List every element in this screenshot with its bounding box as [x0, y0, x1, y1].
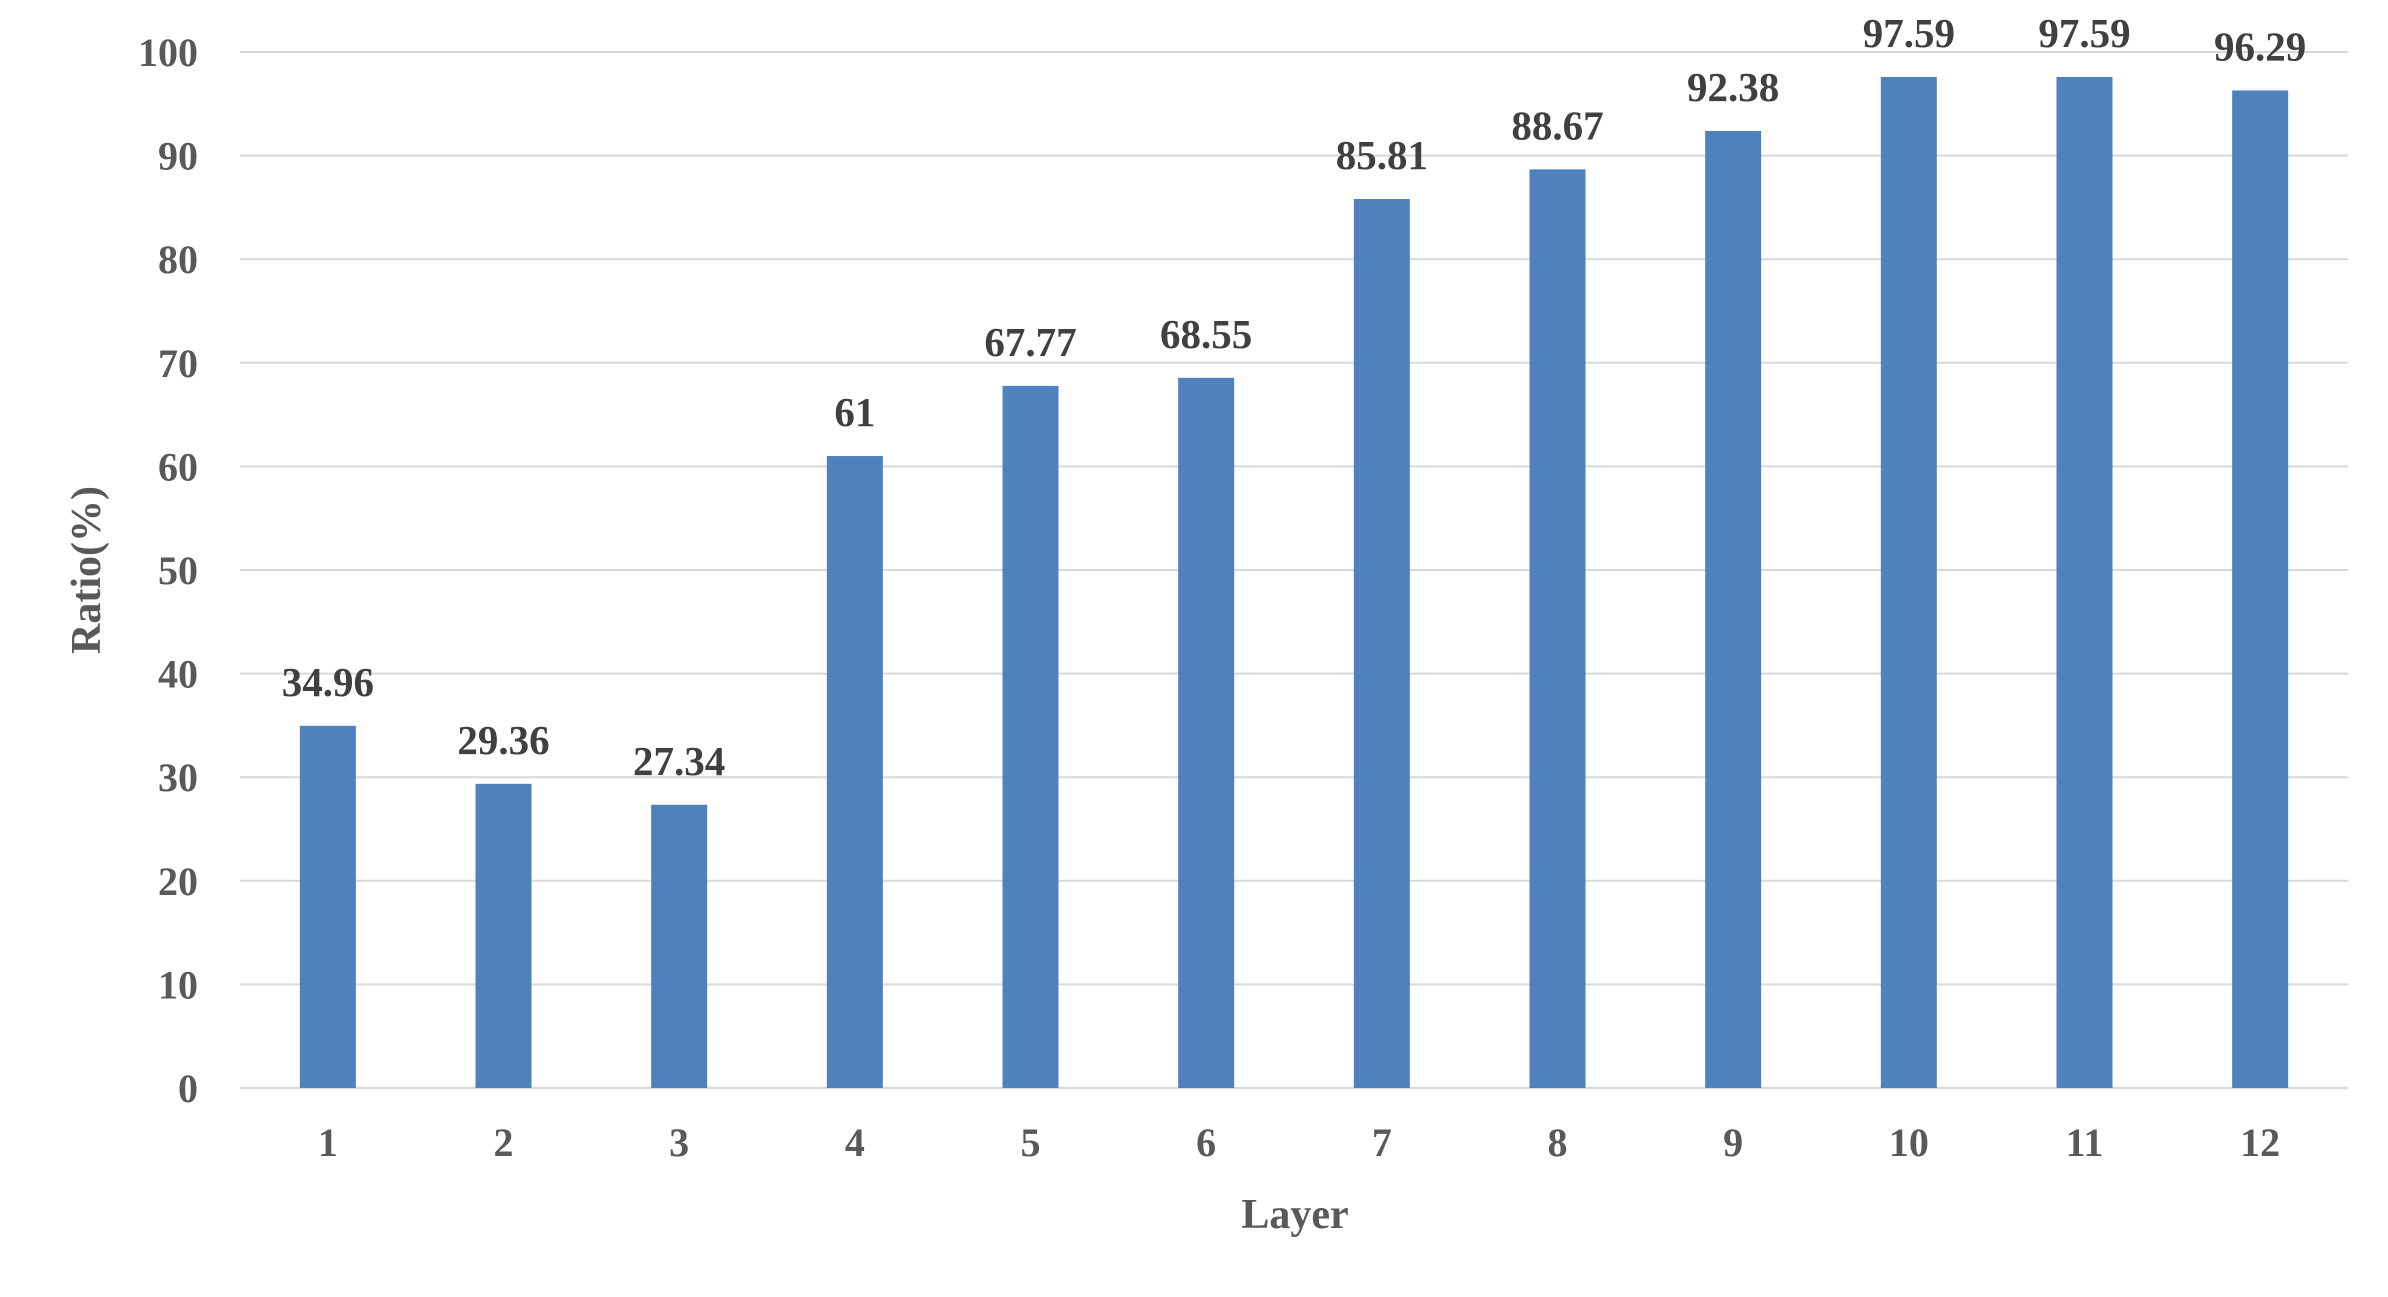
x-tick-label: 4: [845, 1120, 865, 1165]
x-tick-label: 2: [494, 1120, 514, 1165]
bars: [299, 76, 2289, 1089]
x-tick-label: 8: [1548, 1120, 1568, 1165]
data-label: 67.77: [984, 319, 1076, 365]
x-tick-label: 9: [1723, 1120, 1743, 1165]
bar: [1002, 385, 1059, 1088]
gridlines: [240, 51, 2348, 1090]
data-label: 85.81: [1336, 132, 1428, 178]
data-label: 27.34: [633, 738, 725, 784]
bar: [1880, 76, 1937, 1089]
data-label: 88.67: [1511, 102, 1603, 148]
data-labels: 34.96 29.36 27.34 61 67.77 68.55 85.81 88.67 92.…: [282, 10, 2307, 784]
data-label: 68.55: [1160, 311, 1252, 357]
y-tick-label: 90: [158, 134, 198, 179]
bar: [2056, 76, 2113, 1089]
bar: [1529, 169, 1586, 1089]
data-label: 96.29: [2214, 23, 2306, 69]
bar: [1353, 199, 1410, 1088]
x-tick-label: 11: [2066, 1120, 2104, 1165]
y-tick-label: 40: [158, 652, 198, 697]
x-tick-label: 3: [669, 1120, 689, 1165]
y-tick-label: 0: [178, 1066, 198, 1111]
data-label: 97.59: [2038, 10, 2130, 56]
y-tick-label: 100: [138, 30, 198, 75]
y-axis-title: Ratio(%): [64, 486, 110, 654]
y-tick-label: 50: [158, 548, 198, 593]
y-tick-label: 60: [158, 444, 198, 489]
y-tick-label: 70: [158, 341, 198, 386]
x-tick-label: 7: [1372, 1120, 1392, 1165]
data-label: 34.96: [282, 659, 374, 705]
y-tick-label: 10: [158, 962, 198, 1007]
y-axis-ticks: 0 10 20 30 40 50 60 70 80 90 100: [138, 30, 198, 1111]
bar: [651, 804, 708, 1088]
bar: [1705, 130, 1762, 1088]
y-tick-label: 80: [158, 237, 198, 282]
x-tick-label: 1: [318, 1120, 338, 1165]
bar: [475, 783, 532, 1088]
bar: [826, 456, 883, 1088]
y-tick-label: 20: [158, 859, 198, 904]
x-tick-label: 5: [1021, 1120, 1041, 1165]
x-tick-label: 10: [1889, 1120, 1929, 1165]
data-label: 97.59: [1863, 10, 1955, 56]
x-tick-label: 6: [1196, 1120, 1216, 1165]
x-tick-label: 12: [2240, 1120, 2280, 1165]
y-tick-label: 30: [158, 755, 198, 800]
x-axis-title: Layer: [1241, 1192, 1348, 1238]
bar: [1178, 377, 1235, 1088]
bar: [2232, 90, 2289, 1088]
data-label: 29.36: [457, 717, 549, 763]
bar: [299, 725, 356, 1088]
data-label: 61: [834, 389, 875, 435]
x-axis-ticks: 1 2 3 4 5 6 7 8 9 10 11 12: [318, 1120, 2280, 1165]
data-label: 92.38: [1687, 64, 1779, 110]
